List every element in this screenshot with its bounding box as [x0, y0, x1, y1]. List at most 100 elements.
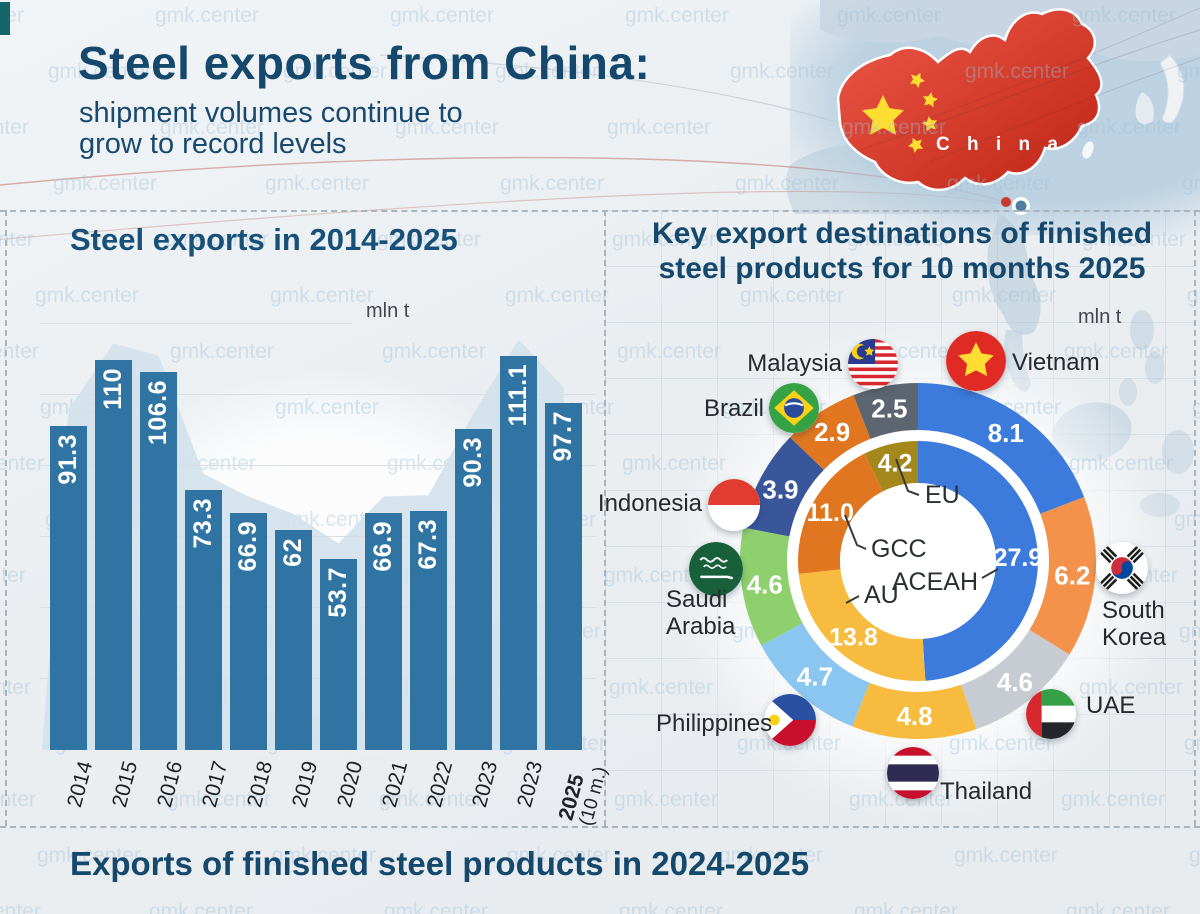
country-label-malaysia: Malaysia — [747, 350, 842, 377]
country-label-thailand: Thailand — [940, 778, 1033, 805]
watermark-text: gmk.center — [1077, 116, 1181, 139]
watermark-text: gmk.center — [1072, 4, 1176, 27]
gridline — [40, 678, 596, 679]
bar-value: 67.3 — [413, 519, 442, 570]
watermark-text: gmk.center — [384, 900, 488, 914]
gridline — [40, 465, 596, 466]
taiwan-land — [1082, 141, 1094, 159]
watermark-text: gmk.center — [1064, 340, 1168, 363]
country-label-vietnam: Vietnam — [1012, 349, 1100, 376]
au-label: AU — [864, 581, 899, 609]
donut-value-label: 3.9 — [762, 475, 798, 505]
donut-chart-unit: mln t — [1078, 306, 1122, 328]
watermark-text: gmk.center — [1082, 228, 1186, 251]
watermark-text: gmk.center — [719, 844, 823, 867]
gridline — [40, 323, 352, 324]
bar: 66.9 — [365, 512, 402, 750]
donut-value-label: 4.6 — [747, 570, 783, 600]
watermark-text: gmk.center — [625, 4, 729, 27]
bar: 90.3 — [455, 429, 492, 750]
watermark-text: gmk.center — [0, 564, 26, 587]
watermark-text: gmk.center — [0, 676, 31, 699]
donut-segment — [960, 629, 1070, 730]
gridline — [40, 536, 596, 537]
watermark-text: gmk.center — [0, 788, 36, 811]
watermark-text: gmk.center — [847, 228, 951, 251]
donut-segment — [743, 437, 824, 537]
watermark-text: gmk.center — [614, 788, 718, 811]
watermark-text: gmk.center — [377, 228, 481, 251]
donut-segments: 27.9 13.8 11.0 4.2 8.1 6.2 4.6 4.8 4.7 4.6 3.9 2.9 2… — [740, 383, 1096, 739]
watermark-text: gmk.center — [604, 564, 708, 587]
watermark-text: gmk.center — [265, 172, 369, 195]
watermark-text: gmk.center — [395, 116, 499, 139]
watermark-text: gmk.center — [0, 116, 29, 139]
watermark-text: gmk.center — [165, 228, 269, 251]
watermark-text: gmk.center — [0, 900, 41, 914]
bar-value: 62 — [278, 537, 307, 567]
flag-vietnam — [946, 331, 1006, 391]
flag-malaysia — [848, 339, 898, 389]
watermark-text: gmk.center — [149, 900, 253, 914]
bar: 91.3 — [50, 425, 87, 750]
corner-logo-fragment — [0, 2, 10, 35]
bar-value: 66.9 — [368, 520, 397, 572]
donut-segment — [790, 395, 871, 470]
watermark-text: gmk.center — [283, 60, 387, 83]
donut-title-line-2: steel products for 10 months 2025 — [658, 252, 1146, 285]
bar-value: 66.9 — [233, 520, 262, 572]
watermark-text: gmk.center — [379, 788, 483, 811]
watermark-text: gmk.center — [495, 60, 599, 83]
country-label-philippines: Philippines — [656, 710, 773, 737]
bar-value: 90.3 — [458, 437, 487, 489]
watermark-text: gmk.center — [1061, 788, 1165, 811]
donut-segment — [798, 453, 884, 574]
watermark-text: gmk.center — [272, 844, 376, 867]
donut-segment — [1029, 497, 1096, 655]
donut-chart-title: Key export destinations of finished stee… — [608, 216, 1196, 286]
bar-value: 73.3 — [188, 497, 217, 549]
watermark-text: gmk.center — [170, 340, 274, 363]
origin-dot — [1015, 200, 1027, 212]
watermark-text: gmk.center — [607, 116, 711, 139]
china-label: C h i n a — [936, 134, 1064, 155]
watermark-text: gmk.center — [1187, 284, 1200, 307]
watermark-text: gmk.center — [1177, 60, 1200, 83]
watermark-text: gmk.center — [949, 732, 1053, 755]
donut-value-label: 27.9 — [994, 544, 1043, 572]
donut-value-label: 4.2 — [878, 450, 913, 478]
flag-thailand — [887, 747, 939, 799]
country-label-south-korea: South Korea — [1102, 597, 1167, 651]
watermark-text: gmk.center — [1079, 676, 1183, 699]
watermark-text: gmk.center — [947, 172, 1051, 195]
watermark-text: gmk.center — [390, 4, 494, 27]
watermark-text: gmk.center — [1182, 172, 1200, 195]
country-label-brazil: Brazil — [703, 395, 764, 422]
bar-value: 111.1 — [503, 363, 532, 426]
donut-value-label: 2.9 — [814, 417, 850, 447]
bar-chart-unit: mln t — [366, 300, 410, 322]
watermark-text: gmk.center — [270, 284, 374, 307]
watermark-text: gmk.center — [1069, 452, 1173, 475]
donut-chart: 27.9 13.8 11.0 4.2 8.1 6.2 4.6 4.8 4.7 4.6 3.9 2.9 2… — [740, 383, 1096, 739]
flag-uae — [1026, 689, 1076, 739]
bar: 110 — [95, 359, 132, 750]
page-subtitle: shipment volumes continue to grow to rec… — [79, 98, 463, 160]
eu-label: EU — [925, 481, 960, 509]
bar: 106.6 — [140, 371, 177, 750]
donut-segment — [918, 383, 1085, 514]
china-shape — [836, 8, 1103, 191]
subtitle-line-1: shipment volumes continue to — [79, 97, 463, 129]
donut-segment — [864, 441, 918, 492]
footer-title: Exports of finished steel products in 20… — [70, 845, 810, 882]
watermark-text: gmk.center — [730, 60, 834, 83]
donut-white-disc — [840, 483, 996, 639]
donut-segment — [852, 682, 977, 739]
watermark-text: gmk.center — [382, 340, 486, 363]
donut-value-label: 8.1 — [988, 418, 1024, 448]
flag-saudi-arabia — [689, 542, 743, 596]
watermark-text: gmk.center — [740, 284, 844, 307]
donut-segment — [761, 623, 870, 727]
bar-value: 53.7 — [323, 567, 352, 619]
